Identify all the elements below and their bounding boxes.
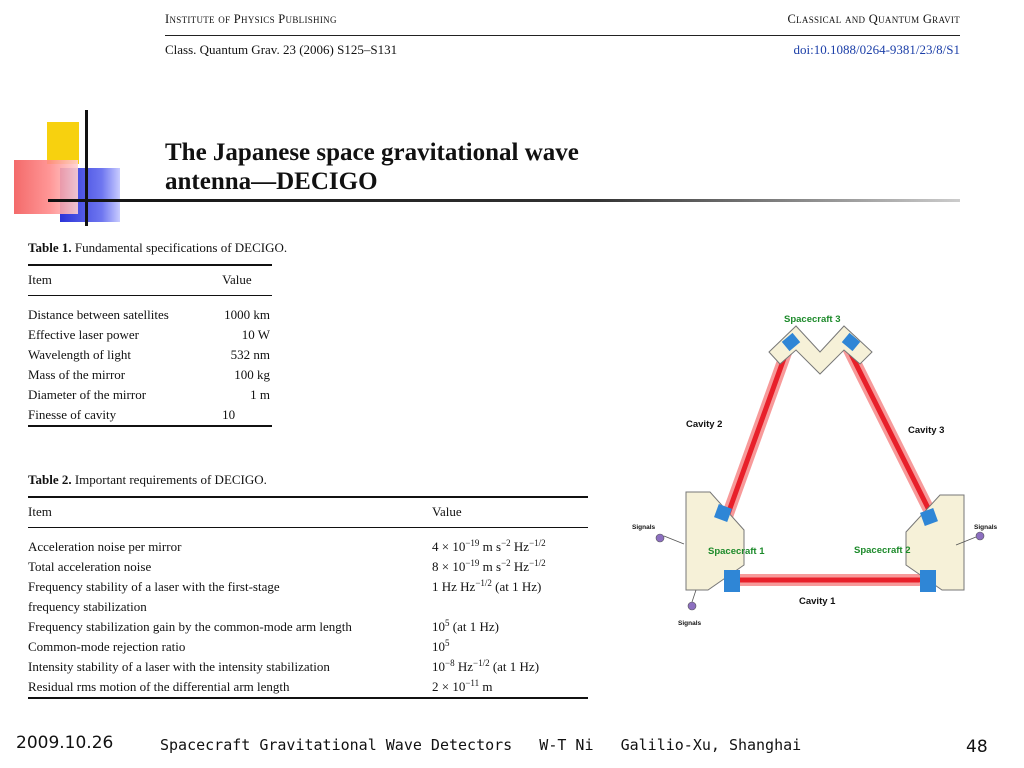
photodetector-icon <box>687 601 697 611</box>
table2-caption-text: Important requirements of DECIGO. <box>74 472 267 487</box>
table2-cell-item: Frequency stability of a laser with the … <box>28 579 280 594</box>
table1-cell-value: 532 nm <box>230 347 270 362</box>
table-row: Wavelength of light 532 nm <box>28 345 272 365</box>
table1-cell-item: Diameter of the mirror <box>28 387 147 402</box>
table-row: Distance between satellites 1000 km <box>28 296 272 326</box>
mirror-icon <box>920 508 938 526</box>
table2-cell-value: 4 × 10−19 m s−2 Hz−1/2 <box>432 538 546 555</box>
label-spacecraft-3: Spacecraft 3 <box>784 314 841 325</box>
table2-cell-value: 105 <box>432 638 450 655</box>
label-spacecraft-2: Spacecraft 2 <box>854 545 911 556</box>
footer-date: 2009.10.26 <box>16 733 114 753</box>
table-row: Frequency stabilization gain by the comm… <box>28 617 588 637</box>
page-number: 48 <box>966 737 988 757</box>
table2-cell-value: 1 Hz Hz−1/2 (at 1 Hz) <box>432 578 542 595</box>
citation-line: Class. Quantum Grav. 23 (2006) S125–S131… <box>165 42 960 58</box>
table1-cell-value: 1000 km <box>224 307 270 322</box>
label-signals-right: Signals <box>974 524 998 531</box>
table-row: Common-mode rejection ratio 105 <box>28 637 588 657</box>
label-signals-bottom: Signals <box>678 620 702 627</box>
table2-caption: Table 2. Important requirements of DECIG… <box>28 472 267 488</box>
table2-header-item: Item <box>28 496 432 528</box>
title-line-1: The Japanese space gravitational wave <box>165 139 579 166</box>
table-row: Diameter of the mirror 1 m <box>28 385 272 405</box>
label-signals-left: Signals <box>632 524 656 531</box>
photodetector-icon <box>975 531 985 541</box>
table2-cell-value: 10−8 Hz−1/2 (at 1 Hz) <box>432 658 540 675</box>
header-divider <box>165 35 960 36</box>
table2-cell-item: Total acceleration noise <box>28 559 152 574</box>
table-row: Intensity stability of a laser with the … <box>28 657 588 677</box>
table1-caption: Table 1. Fundamental specifications of D… <box>28 240 287 256</box>
table-row: Mass of the mirror 100 kg <box>28 365 272 385</box>
table2-cell-value <box>432 597 588 617</box>
table1-cell-value: 1 m <box>250 387 270 402</box>
table2-cell-value: 8 × 10−19 m s−2 Hz−1/2 <box>432 558 546 575</box>
paper-title: The Japanese space gravitational wave an… <box>165 138 579 196</box>
photodetector-icon <box>655 533 665 543</box>
doi-link[interactable]: doi:10.1088/0264-9381/23/8/S1 <box>793 42 960 57</box>
table1-cell-value: 100 kg <box>234 367 270 382</box>
table1-cell-item: Mass of the mirror <box>28 367 126 382</box>
table1-cell-item: Finesse of cavity <box>28 407 117 422</box>
journal-header: Institute of Physics Publishing Classica… <box>165 12 960 27</box>
laser-beams <box>718 344 940 586</box>
table-row: Acceleration noise per mirror 4 × 10−19 m… <box>28 528 588 558</box>
label-cavity-1: Cavity 1 <box>799 596 836 607</box>
table2-cell-value: 2 × 10−11 m <box>432 678 493 695</box>
decor-red-block <box>14 160 78 214</box>
mirror-icon <box>781 332 801 352</box>
decor-vertical-line <box>85 110 88 226</box>
label-cavity-2: Cavity 2 <box>686 419 722 430</box>
table1-header-item: Item <box>28 264 211 296</box>
decor-yellow-block <box>47 122 79 164</box>
table2-cell-value: 105 (at 1 Hz) <box>432 618 499 635</box>
label-spacecraft-1: Spacecraft 1 <box>708 546 765 557</box>
table-row: Finesse of cavity 10 <box>28 405 272 426</box>
publisher-name: Institute of Physics Publishing <box>165 12 337 26</box>
table-row: Frequency stability of a laser with the … <box>28 577 588 597</box>
table1-cell-value: 10 W <box>241 327 270 342</box>
spacecraft-3 <box>768 325 873 375</box>
table2-cell-item: Residual rms motion of the differential … <box>28 679 290 694</box>
journal-name: Classical and Quantum Gravit <box>787 12 960 26</box>
mirror-icon <box>714 504 732 522</box>
label-cavity-3: Cavity 3 <box>908 425 944 436</box>
table1-caption-label: Table 1. <box>28 240 72 255</box>
spacecraft-1 <box>655 491 745 611</box>
table2-cell-item: Frequency stabilization gain by the comm… <box>28 619 352 634</box>
table-row: frequency stabilization <box>28 597 588 617</box>
mirror-icon <box>920 570 936 592</box>
table2-cell-item: Common-mode rejection ratio <box>28 639 186 654</box>
table2-header-value: Value <box>432 496 588 528</box>
table-row: Residual rms motion of the differential … <box>28 677 588 698</box>
table2-cell-item: Acceleration noise per mirror <box>28 539 182 554</box>
table2-cell-item: frequency stabilization <box>28 599 147 614</box>
table1-caption-text: Fundamental specifications of DECIGO. <box>74 240 288 255</box>
footer-text: Spacecraft Gravitational Wave Detectors … <box>160 736 802 754</box>
table1-cell-item: Effective laser power <box>28 327 139 342</box>
table1-cell-item: Distance between satellites <box>28 307 169 322</box>
table2-cell-item: Intensity stability of a laser with the … <box>28 659 330 674</box>
citation: Class. Quantum Grav. 23 (2006) S125–S131 <box>165 42 398 57</box>
decor-horizontal-line <box>48 199 960 202</box>
table-row: Total acceleration noise 8 × 10−19 m s−2 … <box>28 557 588 577</box>
table2: Item Value Acceleration noise per mirror… <box>28 496 588 705</box>
decigo-diagram: Spacecraft 3 Spacecraft 1 Spacecraft 2 C… <box>632 314 998 627</box>
table2-caption-label: Table 2. <box>28 472 72 487</box>
table1-cell-value: 10 <box>222 407 236 422</box>
title-line-2: antenna—DECIGO <box>165 168 378 195</box>
table-row: Effective laser power 10 W <box>28 325 272 345</box>
mirror-icon <box>724 570 740 592</box>
table1-cell-item: Wavelength of light <box>28 347 131 362</box>
table1-header-value: Value <box>210 264 272 296</box>
spacecraft-2 <box>905 494 985 592</box>
table1: Item Value Distance between satellites 1… <box>28 264 272 433</box>
mirror-icon <box>841 332 861 352</box>
